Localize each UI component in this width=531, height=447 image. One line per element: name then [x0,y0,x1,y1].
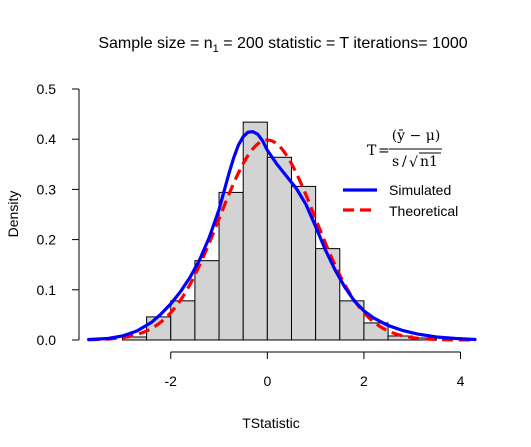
y-tick-label: 0.4 [37,131,57,147]
histogram-bar [315,248,341,341]
formula-annotation: T = (ȳ − μ) s / √ n1 [367,128,442,171]
histogram-bar [218,191,244,341]
x-tick-label: 4 [457,373,465,389]
x-axis: -2 0 2 4 [165,351,465,389]
x-tick-label: -2 [165,373,178,389]
x-tick-label: 2 [360,373,368,389]
y-tick-label: 0.1 [37,282,57,298]
histogram-bar [266,156,292,341]
formula-sqrt-symbol: √ [409,155,418,171]
histogram-bar [146,316,172,341]
legend-label-theoretical: Theoretical [389,203,458,219]
chart-title-suffix: = 200 statistic = T iterations= 1000 [219,35,468,52]
histogram-bar [194,260,220,341]
legend-label-simulated: Simulated [389,182,451,198]
y-tick-label: 0.0 [37,332,57,348]
formula-equals: = [378,143,390,159]
y-tick-label: 0.2 [37,232,57,248]
formula-lhs: T [367,143,377,159]
histogram-bar [363,322,389,341]
chart-title-prefix: Sample size = n [98,35,212,52]
chart-title-subscript: 1 [213,43,219,55]
y-axis: 0.0 0.1 0.2 0.3 0.4 0.5 [37,81,80,348]
formula-numerator: (ȳ − μ) [392,128,441,144]
y-tick-label: 0.5 [37,81,57,97]
formula-denominator-s: s [392,154,399,170]
x-tick-label: 0 [263,373,271,389]
x-axis-label: TStatistic [242,415,300,431]
chart-title: Sample size = n1 = 200 statistic = T ite… [98,35,467,55]
simulated-curve [87,130,477,342]
histogram-bar [170,300,196,341]
y-axis-label: Density [5,191,21,238]
legend: Simulated Theoretical [343,182,458,219]
formula-denominator-n: n1 [420,154,438,170]
y-tick-label: 0.3 [37,181,57,197]
formula-denominator-slash: / [402,154,407,170]
theoretical-curve [88,138,476,342]
